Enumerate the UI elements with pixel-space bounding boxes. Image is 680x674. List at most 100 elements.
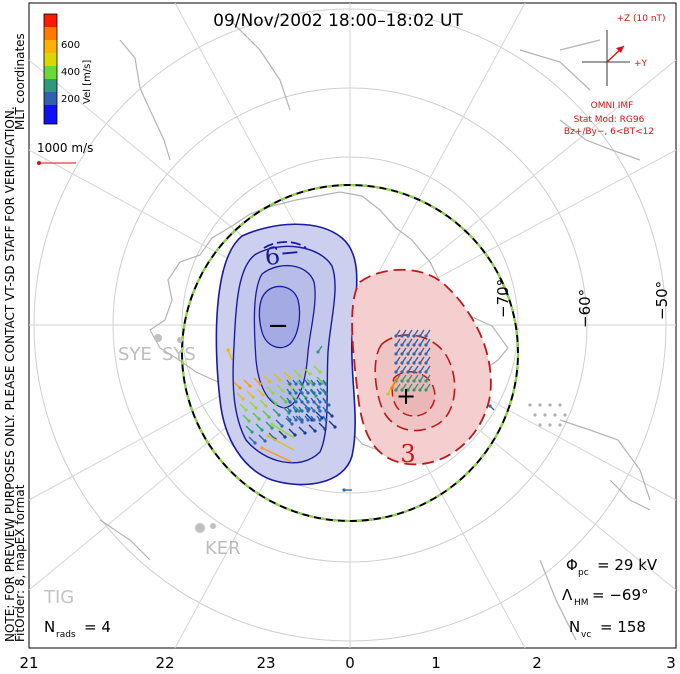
mlt-tick-21: 21 (19, 654, 38, 672)
mlt-tick-2: 2 (532, 654, 542, 672)
colorbar-tick-600: 600 (61, 40, 80, 51)
velocity-vector-origin (412, 370, 416, 374)
station-ker: KER (205, 538, 241, 559)
velocity-vector-origin (288, 418, 292, 422)
colorbar-seg-6 (44, 92, 57, 105)
velocity-vector-origin (394, 361, 398, 365)
velocity-vector-origin (260, 446, 264, 450)
velocity-vector-origin (394, 334, 398, 338)
velocity-vector-origin (323, 427, 327, 431)
velocity-vector-origin (400, 388, 404, 392)
velocity-vector-origin (253, 441, 257, 445)
velocity-scale-label: 1000 m/s (37, 141, 93, 155)
velocity-vector-origin (324, 418, 328, 422)
colorbar-seg-7 (44, 105, 57, 124)
velocity-vector-origin (386, 392, 390, 396)
stat-lambda-sub: HM (574, 598, 589, 608)
velocity-vector-origin (298, 374, 302, 378)
velocity-vector-origin (306, 409, 310, 413)
velocity-vector-origin (406, 361, 410, 365)
velocity-vector (261, 447, 293, 463)
velocity-vector-origin (424, 343, 428, 347)
velocity-vector-origin (288, 382, 292, 386)
velocity-vector-origin (418, 352, 422, 356)
velocity-vector-origin (412, 343, 416, 347)
velocity-vector-origin (333, 425, 337, 429)
preview-note: NOTE: FOR PREVIEW PURPOSES ONLY. PLEASE … (3, 106, 17, 642)
velocity-vector-origin (300, 391, 304, 395)
velocity-vector-origin (418, 343, 422, 347)
velocity-vector-origin (418, 379, 422, 383)
stat-phi-sub: pc (578, 568, 589, 578)
velocity-vector-origin (260, 428, 264, 432)
station-sye: SYE (118, 344, 152, 365)
mlt-axis: 21 22 23 0 1 2 3 (19, 654, 675, 672)
velocity-vector-origin (412, 388, 416, 392)
velocity-vector-origin (412, 361, 416, 365)
station-markers (154, 334, 216, 533)
velocity-vector-origin (290, 422, 294, 426)
imf-source: OMNI IMF (591, 101, 634, 111)
velocity-vector (227, 349, 233, 361)
velocity-vector-origin (226, 348, 230, 352)
velocity-vector-origin (316, 350, 320, 354)
velocity-vector-origin (306, 382, 310, 386)
velocity-vector-origin (424, 370, 428, 374)
imf-indicator: +Z (10 nT) +Y OMNI IMF Stat Mod: RG96 Bz… (564, 14, 666, 137)
velocity-vector-origin (258, 382, 262, 386)
mlt-tick-3: 3 (666, 654, 676, 672)
colorbar-tick-400: 400 (61, 67, 80, 78)
stat-lambda-symbol: Λ (562, 586, 573, 604)
velocity-vector-origin (241, 397, 245, 401)
velocity-vector-origin (301, 385, 305, 389)
velocity-vector-origin (406, 334, 410, 338)
velocity-vector-origin (300, 382, 304, 386)
velocity-vector-origin (318, 400, 322, 404)
velocity-vector-origin (318, 418, 322, 422)
velocity-vector-origin (244, 408, 248, 412)
velocity-vector-origin (324, 409, 328, 413)
velocity-vector (391, 377, 398, 389)
station-tig: TIG (43, 587, 74, 608)
velocity-vector-origin (294, 400, 298, 404)
velocity-vector-origin (424, 334, 428, 338)
positive-convection-cell (351, 268, 492, 466)
velocity-vector-origin (288, 376, 292, 380)
velocity-vector-origin (318, 382, 322, 386)
stat-lambda-value: = −69° (592, 586, 649, 604)
velocity-vector-origin (312, 391, 316, 395)
stat-nvc-symbol: N (569, 618, 580, 636)
velocity-vector-origin (400, 334, 404, 338)
velocity-vector-origin (251, 395, 255, 399)
velocity-vector-origin (300, 409, 304, 413)
velocity-vector-origin (424, 352, 428, 356)
mlt-tick-23: 23 (256, 654, 275, 672)
velocity-vector-origin (400, 352, 404, 356)
velocity-vector-origin (330, 414, 334, 418)
hm-boundary-vectors (181, 184, 519, 522)
velocity-vector-origin (412, 352, 416, 356)
velocity-vector-origin (306, 391, 310, 395)
velocity-vector-origin (406, 352, 410, 356)
velocity-vector-origin (312, 409, 316, 413)
stat-nvc-value: = 158 (600, 618, 646, 636)
velocity-vector-origin (284, 400, 288, 404)
velocity-vector-origin (306, 400, 310, 404)
velocity-vector-origin (406, 370, 410, 374)
velocity-vector-origin (270, 426, 274, 430)
velocity-vector-origin (271, 391, 275, 395)
stat-nvc-sub: vc (581, 630, 591, 640)
velocity-vector-origin (263, 439, 267, 443)
velocity-vector-origin (418, 370, 422, 374)
velocity-vector-origin (250, 430, 254, 434)
velocity-vector-origin (278, 378, 282, 382)
velocity-vector-origin (267, 415, 271, 419)
colorbar-seg-2 (44, 40, 57, 53)
velocity-vector-origin (314, 394, 318, 398)
velocity-vector-origin (288, 400, 292, 404)
stat-phi-value: = 29 kV (597, 556, 658, 574)
velocity-vector-origin (418, 361, 422, 365)
velocity-vector-origin (312, 400, 316, 404)
velocity-vector-origin (312, 382, 316, 386)
